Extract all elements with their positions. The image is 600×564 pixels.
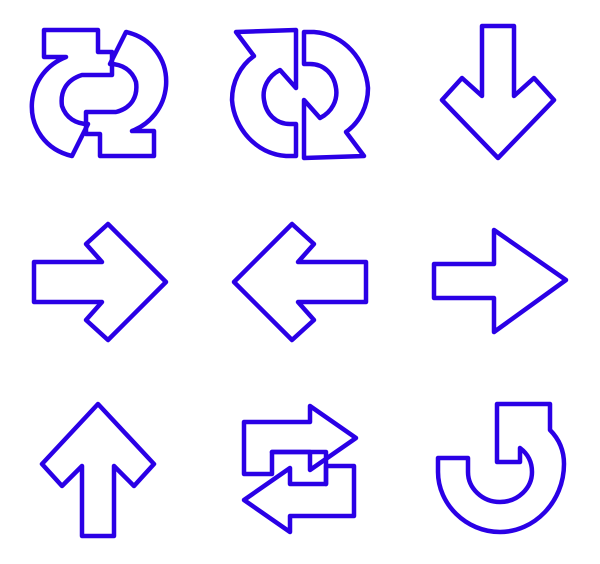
arrow-left-rounded-icon-cell[interactable] xyxy=(200,188,400,376)
arrow-up-icon xyxy=(39,401,157,539)
undo-arrow-icon-cell[interactable] xyxy=(400,376,600,564)
swap-arrows-icon-cell[interactable] xyxy=(200,376,400,564)
arrow-right-triangle-icon-cell[interactable] xyxy=(400,188,600,376)
arrow-left-rounded-icon xyxy=(231,221,369,343)
refresh-square-icon-cell[interactable] xyxy=(0,0,200,188)
arrow-right-rounded-icon-cell[interactable] xyxy=(0,188,200,376)
refresh-angled-icon-cell[interactable] xyxy=(200,0,400,188)
undo-arrow-icon xyxy=(435,401,567,535)
refresh-square-icon xyxy=(29,27,169,159)
arrow-right-triangle-icon xyxy=(431,227,569,335)
refresh-angled-icon xyxy=(229,27,371,161)
arrow-right-rounded-icon xyxy=(31,221,169,343)
arrow-down-icon-cell[interactable] xyxy=(400,0,600,188)
arrow-up-icon-cell[interactable] xyxy=(0,376,200,564)
arrow-down-icon xyxy=(439,23,557,161)
swap-arrows-icon xyxy=(241,403,359,535)
